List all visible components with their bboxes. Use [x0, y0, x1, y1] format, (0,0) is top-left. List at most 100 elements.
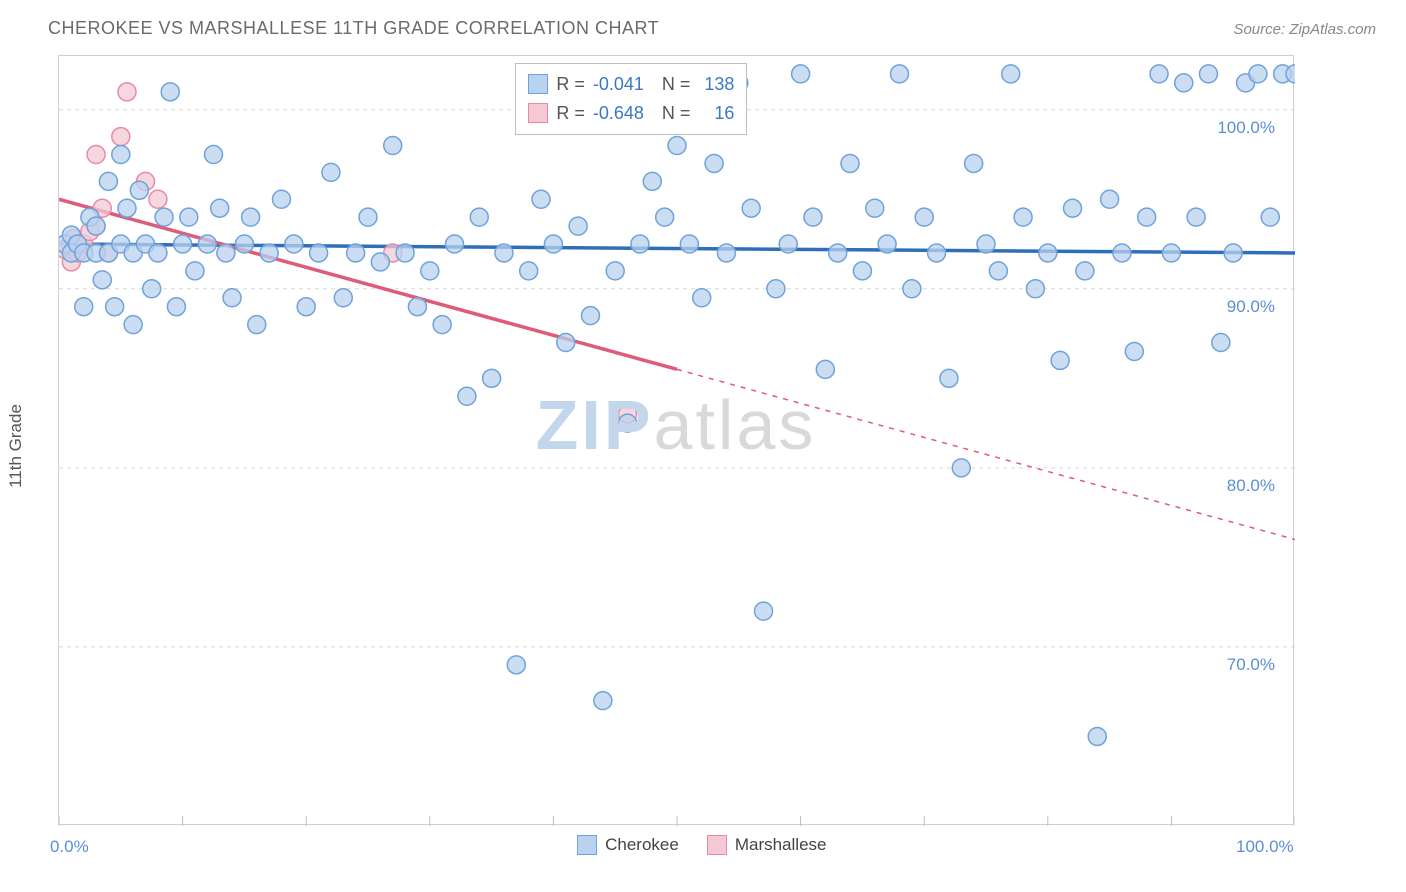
data-point	[99, 172, 117, 190]
data-point	[87, 217, 105, 235]
data-point	[174, 235, 192, 253]
data-point	[483, 369, 501, 387]
data-point	[384, 137, 402, 155]
data-point	[804, 208, 822, 226]
data-point	[619, 414, 637, 432]
data-point	[705, 154, 723, 172]
data-point	[75, 298, 93, 316]
y-tick-label: 90.0%	[1227, 297, 1275, 317]
stat-r-value: -0.041	[593, 70, 644, 99]
data-point	[643, 172, 661, 190]
data-point	[779, 235, 797, 253]
data-point	[977, 235, 995, 253]
data-point	[1261, 208, 1279, 226]
data-point	[594, 692, 612, 710]
data-point	[1014, 208, 1032, 226]
data-point	[155, 208, 173, 226]
data-point	[693, 289, 711, 307]
data-point	[359, 208, 377, 226]
data-point	[557, 334, 575, 352]
data-point	[322, 163, 340, 181]
data-point	[1113, 244, 1131, 262]
stats-row: R = -0.041 N = 138	[528, 70, 734, 99]
legend-swatch	[528, 103, 548, 123]
data-point	[1101, 190, 1119, 208]
data-point	[569, 217, 587, 235]
data-point	[310, 244, 328, 262]
x-max-label: 100.0%	[1236, 837, 1294, 857]
data-point	[118, 83, 136, 101]
data-point	[149, 190, 167, 208]
data-point	[841, 154, 859, 172]
data-point	[890, 65, 908, 83]
data-point	[507, 656, 525, 674]
data-point	[458, 387, 476, 405]
data-point	[755, 602, 773, 620]
data-point	[272, 190, 290, 208]
header: CHEROKEE VS MARSHALLESE 11TH GRADE CORRE…	[48, 18, 1376, 39]
data-point	[211, 199, 229, 217]
data-point	[130, 181, 148, 199]
data-point	[495, 244, 513, 262]
data-point	[816, 360, 834, 378]
y-axis-label: 11th Grade	[6, 404, 26, 488]
data-point	[1125, 342, 1143, 360]
legend-item: Marshallese	[707, 835, 827, 855]
data-point	[1002, 65, 1020, 83]
stat-n-label: N =	[652, 70, 691, 99]
data-point	[952, 459, 970, 477]
correlation-stats-box: R = -0.041 N = 138R = -0.648 N = 16	[515, 63, 747, 135]
data-point	[989, 262, 1007, 280]
legend-label: Marshallese	[735, 835, 827, 855]
data-point	[1076, 262, 1094, 280]
data-point	[742, 199, 760, 217]
data-point	[408, 298, 426, 316]
legend-item: Cherokee	[577, 835, 679, 855]
data-point	[87, 145, 105, 163]
data-point	[167, 298, 185, 316]
data-point	[829, 244, 847, 262]
data-point	[1175, 74, 1193, 92]
data-point	[1199, 65, 1217, 83]
data-point	[1150, 65, 1168, 83]
source-attribution: Source: ZipAtlas.com	[1233, 21, 1376, 38]
data-point	[606, 262, 624, 280]
data-point	[106, 298, 124, 316]
data-point	[446, 235, 464, 253]
data-point	[532, 190, 550, 208]
data-point	[124, 316, 142, 334]
data-point	[334, 289, 352, 307]
stat-n-value: 138	[698, 70, 734, 99]
data-point	[1064, 199, 1082, 217]
data-point	[1162, 244, 1180, 262]
legend-swatch	[707, 835, 727, 855]
data-point	[143, 280, 161, 298]
data-point	[656, 208, 674, 226]
stat-n-value: 16	[698, 99, 734, 128]
data-point	[1138, 208, 1156, 226]
data-point	[93, 271, 111, 289]
series-legend: Cherokee Marshallese	[577, 835, 826, 855]
plot-area: ZIPatlas 70.0%80.0%90.0%100.0%	[58, 55, 1294, 825]
stats-row: R = -0.648 N = 16	[528, 99, 734, 128]
data-point	[242, 208, 260, 226]
data-point	[878, 235, 896, 253]
data-point	[112, 145, 130, 163]
data-point	[260, 244, 278, 262]
data-point	[1088, 727, 1106, 745]
data-point	[1026, 280, 1044, 298]
data-point	[118, 199, 136, 217]
data-point	[371, 253, 389, 271]
chart-title: CHEROKEE VS MARSHALLESE 11TH GRADE CORRE…	[48, 18, 659, 39]
data-point	[767, 280, 785, 298]
data-point	[1039, 244, 1057, 262]
data-point	[161, 83, 179, 101]
y-tick-label: 70.0%	[1227, 655, 1275, 675]
data-point	[940, 369, 958, 387]
stat-r-label: R =	[556, 70, 585, 99]
data-point	[235, 235, 253, 253]
stat-r-label: R =	[556, 99, 585, 128]
data-point	[180, 208, 198, 226]
data-point	[421, 262, 439, 280]
stat-n-label: N =	[652, 99, 691, 128]
